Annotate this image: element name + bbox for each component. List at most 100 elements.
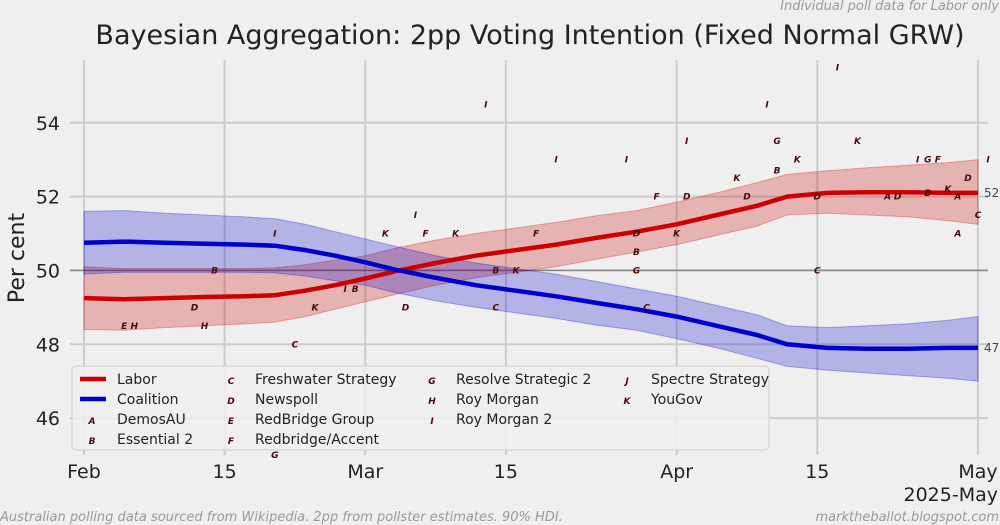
poll-marker: K — [452, 230, 460, 240]
x-tick-label: 15 — [494, 461, 518, 483]
poll-marker: A — [953, 193, 961, 203]
poll-marker: C — [292, 340, 299, 350]
blog-note: marktheballot.blogspot.com — [815, 510, 999, 525]
poll-marker: H — [130, 322, 138, 332]
poll-marker: H — [201, 322, 209, 332]
poll-marker: F — [533, 230, 540, 240]
poll-marker: K — [673, 230, 681, 240]
poll-marker: G — [924, 156, 931, 166]
poll-marker: F — [653, 193, 660, 203]
legend-marker: G — [428, 377, 435, 387]
poll-marker: G — [633, 266, 640, 276]
poll-marker: K — [854, 137, 862, 147]
x-tick-label: 15 — [213, 461, 237, 483]
legend-label: Roy Morgan 2 — [456, 412, 552, 428]
poll-marker: D — [964, 174, 972, 184]
series-lines — [83, 189, 978, 351]
poll-marker: C — [643, 303, 650, 313]
coalition-legend-label: Coalition — [117, 392, 179, 408]
x-axis-ticks: Feb 15 Mar 15 Apr 15 May — [67, 461, 997, 483]
legend-label: Roy Morgan — [456, 392, 539, 408]
poll-marker: C — [814, 266, 821, 276]
poll-marker: I — [685, 137, 689, 147]
y-tick-label: 52 — [36, 187, 60, 209]
poll-marker: F — [422, 230, 429, 240]
credible-bands — [83, 159, 979, 382]
legend-label: Newspoll — [255, 392, 318, 408]
poll-marker: B — [774, 167, 781, 177]
legend-marker: H — [428, 397, 436, 407]
poll-marker: I — [836, 63, 840, 73]
legend-label: RedBridge Group — [255, 412, 374, 428]
legend-label: DemosAU — [117, 412, 186, 428]
labor-band — [83, 159, 979, 331]
source-note: Australian polling data sourced from Wik… — [0, 510, 563, 525]
legend-marker: D — [227, 397, 235, 407]
poll-marker: D — [402, 303, 410, 313]
legend-marker: F — [228, 437, 235, 447]
legend-label: Resolve Strategic 2 — [456, 372, 591, 388]
poll-marker: K — [382, 230, 390, 240]
poll-marker: G — [271, 451, 278, 461]
poll-marker: K — [944, 185, 952, 195]
coalition-line — [83, 239, 978, 351]
chart-title: Bayesian Aggregation: 2pp Voting Intenti… — [95, 20, 964, 51]
end-labels: 52 47 — [984, 186, 999, 355]
x-tick-label: May — [958, 461, 997, 483]
legend-marker: J — [623, 377, 629, 387]
poll-marker: I — [484, 100, 488, 110]
poll-marker: D — [683, 193, 691, 203]
legend-marker: E — [228, 417, 235, 427]
poll-marker: E — [121, 322, 128, 332]
y-tick-label: 54 — [36, 113, 60, 135]
coalition-end-label: 47 — [984, 341, 999, 355]
poll-marker: D — [743, 193, 751, 203]
y-tick-label: 46 — [36, 408, 60, 430]
poll-marker: B — [633, 248, 640, 258]
poll-marker: D — [894, 193, 902, 203]
poll-marker: F — [935, 156, 942, 166]
poll-marker: K — [733, 174, 741, 184]
top-note: Individual poll data for Labor only — [780, 0, 999, 14]
poll-marker: C — [975, 211, 982, 221]
poll-marker: I — [343, 285, 347, 295]
legend-marker: C — [228, 377, 235, 387]
legend-label: Spectre Strategy — [651, 372, 769, 388]
poll-marker: K — [512, 266, 520, 276]
poll-marker: D — [633, 230, 641, 240]
legend-marker: I — [430, 417, 434, 427]
year-label: 2025-May — [904, 484, 999, 506]
poll-marker: I — [916, 156, 920, 166]
legend-label: Redbridge/Accent — [255, 432, 379, 448]
y-tick-label: 50 — [36, 260, 60, 282]
labor-legend-label: Labor — [117, 372, 157, 388]
x-tick-label: Apr — [660, 461, 693, 483]
labor-line — [83, 189, 978, 302]
poll-marker: C — [493, 303, 500, 313]
poll-marker: I — [625, 156, 629, 166]
poll-marker: B — [211, 266, 218, 276]
poll-marker: I — [273, 230, 277, 240]
legend-marker: K — [624, 397, 632, 407]
poll-marker: I — [765, 100, 769, 110]
poll-marker: I — [414, 211, 418, 221]
poll-marker: K — [312, 303, 320, 313]
legend-box — [71, 365, 770, 451]
poll-marker: B — [352, 285, 359, 295]
poll-marker: A — [883, 193, 891, 203]
poll-marker: B — [492, 266, 499, 276]
legend: Labor Coalition A DemosAU B Essential 2 C Fresh… — [71, 365, 770, 451]
y-axis-label: Per cent — [5, 213, 30, 304]
poll-marker: D — [191, 303, 199, 313]
labor-end-label: 52 — [984, 186, 999, 200]
y-axis-ticks: 46 48 50 52 54 — [36, 113, 60, 430]
legend-marker: B — [89, 437, 96, 447]
legend-label: YouGov — [650, 392, 703, 408]
legend-label: Freshwater Strategy — [255, 372, 397, 388]
poll-marker: B — [924, 189, 931, 199]
poll-marker: I — [986, 156, 990, 166]
x-tick-label: Mar — [347, 461, 383, 483]
poll-marker: D — [814, 193, 822, 203]
